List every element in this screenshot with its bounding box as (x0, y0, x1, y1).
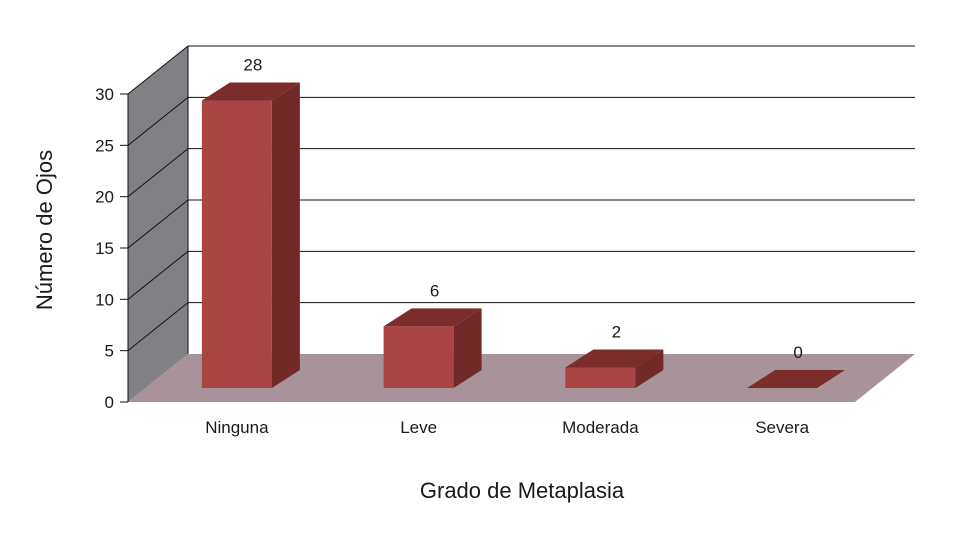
category-label: Severa (755, 418, 809, 437)
y-tick-label: 15 (95, 239, 114, 258)
category-label: Moderada (562, 418, 639, 437)
y-axis-ticks: 0 5 10 15 20 25 30 (95, 85, 128, 412)
data-label: 0 (793, 343, 802, 362)
bar-side-leve (453, 308, 482, 388)
bar-side-ninguna (271, 82, 300, 389)
y-tick-label: 25 (95, 136, 114, 155)
bar-top-leve (383, 308, 482, 327)
gridline-wall (127, 199, 189, 249)
gridline-wall (127, 45, 189, 95)
data-label: 6 (430, 281, 439, 300)
bar-top-moderada (565, 349, 664, 368)
bar-side-moderada (635, 349, 664, 388)
bars (201, 82, 846, 389)
y-axis-title: Número de Ojos (32, 150, 57, 310)
data-label: 2 (612, 322, 621, 341)
data-labels: 28 6 2 0 (243, 56, 802, 362)
y-tick-label: 20 (95, 188, 114, 207)
y-tick-label: 0 (105, 393, 114, 412)
y-tick-label: 10 (95, 290, 114, 309)
x-axis-category-labels: Ninguna Leve Moderada Severa (205, 418, 809, 437)
gridline-wall (127, 250, 189, 300)
bar-leve (383, 326, 454, 388)
y-tick-label: 30 (95, 85, 114, 104)
category-label: Leve (400, 418, 437, 437)
gridline-wall (127, 96, 189, 146)
floor (128, 354, 915, 402)
bar-top-severa (747, 370, 846, 388)
gridline-wall (127, 148, 189, 198)
bar-ninguna (201, 100, 272, 389)
x-axis-title: Grado de Metaplasia (420, 478, 625, 503)
gridline-wall (127, 302, 189, 352)
category-label: Ninguna (205, 418, 269, 437)
y-tick-label: 5 (105, 342, 114, 361)
data-label: 28 (243, 56, 262, 75)
bar-top-ninguna (201, 82, 300, 101)
bar-moderada (565, 367, 636, 388)
